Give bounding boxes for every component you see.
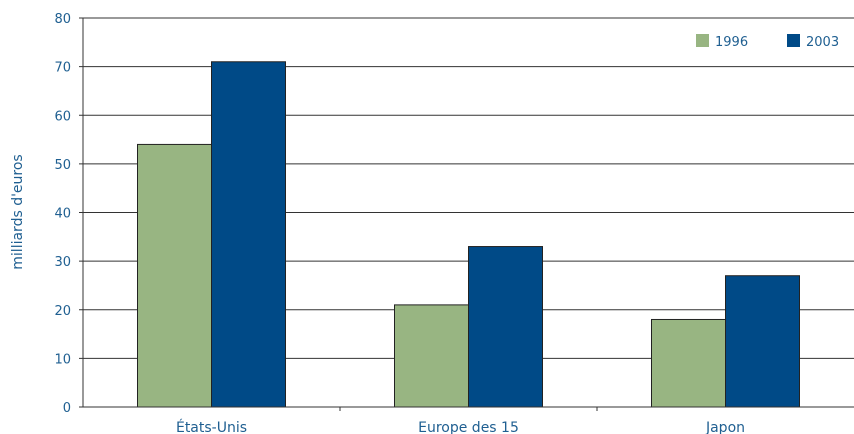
legend-label-1996: 1996: [715, 35, 748, 50]
legend-label-2003: 2003: [806, 35, 839, 50]
bar-2003-0: [212, 62, 286, 407]
bars: [138, 62, 800, 407]
x-tick-marks: [340, 407, 597, 411]
y-tick-label-60: 60: [54, 109, 71, 124]
category-label-2: Japon: [705, 420, 745, 434]
category-label-0: États-Unis: [176, 419, 247, 434]
y-tick-labels: 0 10 20 30 40 50 60 70 80: [54, 12, 71, 416]
y-tick-label-20: 20: [54, 304, 71, 319]
y-tick-label-80: 80: [54, 12, 71, 27]
category-labels: États-Unis Europe des 15 Japon: [176, 419, 745, 434]
legend-swatch-1996: [696, 34, 709, 47]
y-tick-label-10: 10: [54, 352, 71, 367]
bar-2003-2: [726, 276, 800, 407]
legend: 1996 2003: [696, 34, 839, 50]
y-axis-title: milliards d'euros: [10, 154, 26, 269]
category-label-1: Europe des 15: [418, 420, 519, 434]
legend-swatch-2003: [787, 34, 800, 47]
bar-1996-2: [652, 319, 726, 407]
y-tick-label-0: 0: [63, 401, 71, 416]
y-tick-label-70: 70: [54, 61, 71, 76]
bar-1996-0: [138, 144, 212, 407]
y-tick-label-40: 40: [54, 207, 71, 222]
bar-2003-1: [469, 247, 543, 407]
y-tick-label-50: 50: [54, 158, 71, 173]
bar-1996-1: [395, 305, 469, 407]
y-tick-label-30: 30: [54, 255, 71, 270]
